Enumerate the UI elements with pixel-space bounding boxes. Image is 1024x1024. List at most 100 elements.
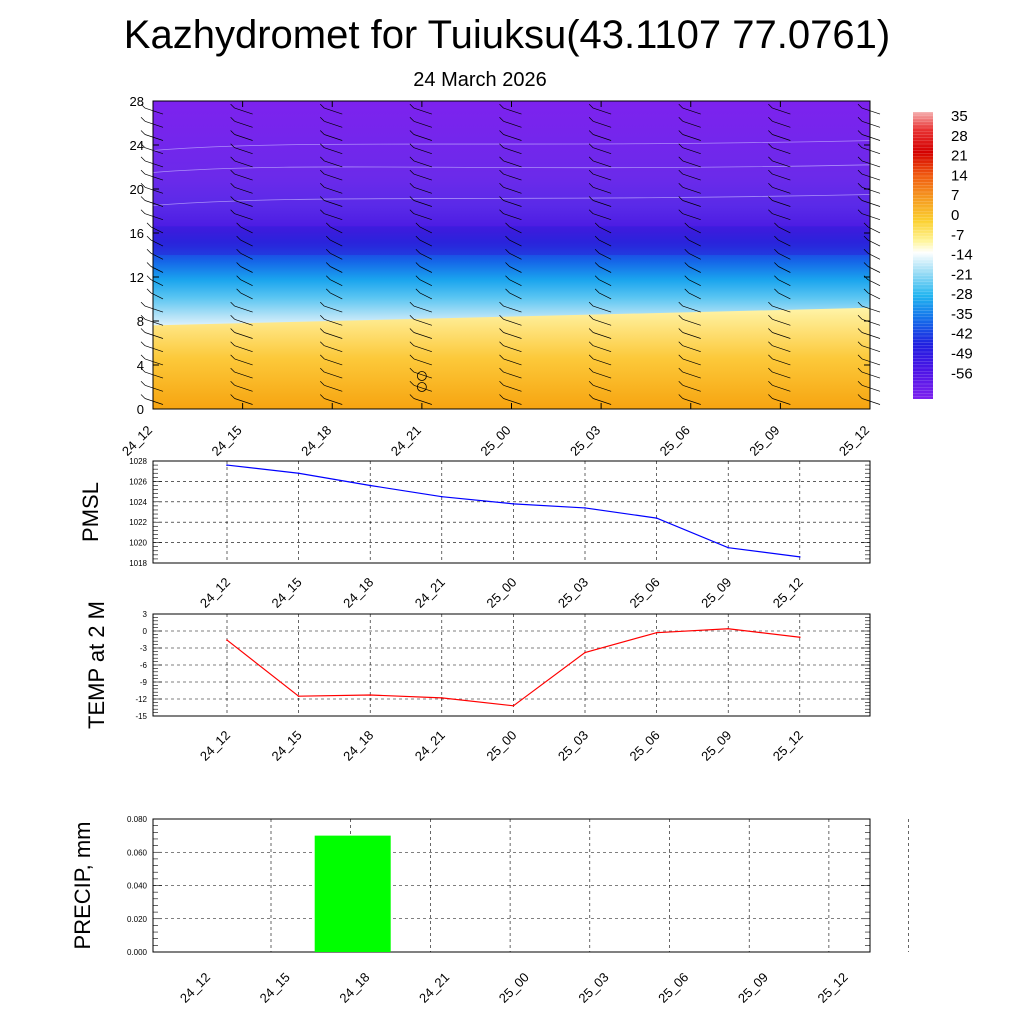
wind-barb [413,371,432,379]
wind-barb-flag [505,249,510,254]
wind-barb-flag [774,275,779,280]
wind-barb-flag [320,209,325,214]
wind-barb [688,292,701,300]
y-tick-label: 0.020 [127,915,148,924]
wind-barb-flag [857,341,863,346]
wind-barb [861,371,881,379]
wind-barb [330,266,343,273]
wind-barb-flag [863,222,869,228]
wind-barb-flag [588,354,594,360]
wind-barb-flag [415,262,421,267]
x-tick-label: 25_09 [698,728,734,764]
x-tick-label: 24_21 [388,423,424,459]
wind-barb-flag [140,381,146,386]
wind-barb [234,147,253,155]
wind-barb [324,213,343,221]
y-tick-label: 1018 [129,559,147,568]
wind-barb [598,252,612,260]
wind-barb [503,305,522,313]
wind-barb-flag [857,130,863,135]
wind-barb [324,371,343,379]
wind-barb [682,107,701,115]
wind-barb-flag [863,262,869,267]
wind-barb-flag [857,367,863,373]
wind-barb-flag [499,117,504,122]
wind-barb [234,305,253,313]
wind-barb-flag [505,222,510,228]
y-tick-label: 8 [137,314,144,329]
wind-barb-flag [678,367,683,373]
x-tick-label: 25_12 [770,575,806,611]
y-tick-label: 0.040 [127,882,148,891]
wind-barb [509,292,522,300]
wind-barb-flag [499,143,504,148]
wind-barb [419,252,433,260]
wind-barb-flag [409,183,415,188]
wind-barb-flag [684,288,689,294]
y-tick-label: -9 [140,678,148,687]
calm-wind-marker [416,371,427,381]
wind-barb [234,120,253,128]
wind-barb [593,398,612,405]
wind-barb-flag [588,328,594,333]
x-tick-label: 24_21 [416,970,452,1006]
wind-barb [503,345,522,353]
wind-barb [503,120,522,128]
wind-barb [772,305,791,313]
y-tick-label: 0.000 [127,948,148,957]
wind-barb-flag [863,275,869,280]
wind-barb-flag [326,275,331,280]
wind-barb-flag [320,367,325,373]
wind-barb-flag [857,169,863,175]
x-tick-label: 24_18 [340,575,376,611]
wind-barb [144,120,164,128]
wind-barb [324,120,343,128]
wind-barb [772,107,791,115]
wind-barb [503,398,522,405]
wind-barb-flag [236,275,241,280]
wind-barb-flag [409,354,415,360]
wind-barb [682,305,701,313]
wind-barb [861,384,881,392]
wind-barb [598,279,612,287]
wind-barb [682,186,701,194]
data-point [441,697,443,699]
wind-barb [144,160,164,168]
wind-barb-flag [140,301,146,307]
wind-barb [144,345,164,353]
y-tick-label: 1028 [129,457,147,466]
wind-barb [772,318,791,326]
wind-barb-flag [236,262,241,267]
wind-barb-flag [857,196,863,201]
wind-barb-flag [140,183,146,188]
wind-barb-flag [409,130,415,135]
wind-barb [419,279,433,287]
wind-barb [413,213,432,221]
wind-barb-flag [588,367,594,373]
x-tick-label: 25_00 [483,575,519,611]
colorbar-label: -49 [951,346,973,363]
x-tick-label: 25_03 [567,423,603,459]
wind-barb [688,279,701,287]
wind-barb [240,266,253,273]
wind-barb-flag [588,103,594,109]
wind-barb-flag [140,117,146,122]
wind-barb [324,358,343,366]
wind-barb-flag [678,130,683,135]
data-point [727,627,729,630]
wind-barb-flag [678,381,683,386]
wind-barb-flag [588,341,594,346]
wind-barb [682,332,701,339]
wind-barb-flag [768,156,773,162]
wind-barb-flag [857,103,863,109]
wind-barb [324,398,343,405]
wind-barb-flag [230,328,235,333]
wind-barb [240,292,253,300]
wind-barb-flag [230,103,235,109]
wind-barb [324,173,343,181]
wind-barb-flag [320,117,325,122]
plot-frame [152,460,871,564]
data-point [655,631,658,634]
wind-barb-flag [326,288,331,294]
wind-barb [861,358,881,366]
